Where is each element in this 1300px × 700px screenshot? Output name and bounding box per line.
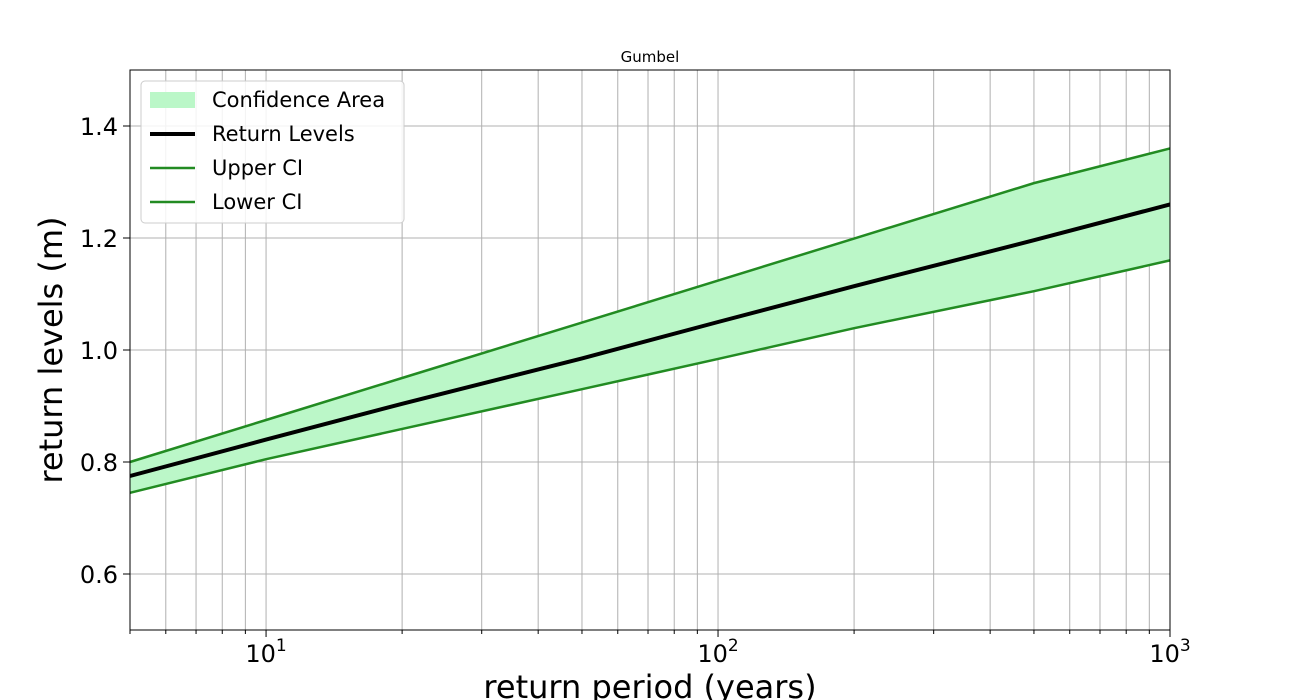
legend: Confidence Area Return Levels Upper CI Lowe… [140, 80, 405, 224]
legend-label: Upper CI [212, 156, 303, 180]
y-tick-label: 0.8 [80, 449, 118, 477]
series-lines [129, 147, 1171, 495]
y-tick-label: 1.2 [80, 225, 118, 253]
legend-label: Return Levels [212, 122, 355, 146]
legend-label: Confidence Area [212, 88, 385, 112]
x-axis-label: return period (years) [483, 668, 816, 700]
x-tick-label: 103 [1149, 636, 1190, 668]
series-line-upper-ci [129, 147, 1171, 464]
legend-box [140, 80, 405, 224]
y-tick-label: 0.6 [80, 561, 118, 589]
legend-label: Lower CI [212, 190, 302, 214]
x-tick-label: 102 [697, 636, 738, 668]
x-tick-label: 101 [245, 636, 286, 668]
legend-swatch-confidence-area [150, 92, 195, 108]
y-tick-label: 1.4 [80, 113, 118, 141]
ticks: 101 102 103 0.6 0.8 1.0 1.2 1.4 [80, 113, 1191, 668]
y-axis-label: return levels (m) [32, 216, 70, 483]
series-line-return-levels [129, 202, 1171, 478]
chart-title: Gumbel [621, 48, 680, 66]
y-tick-label: 1.0 [80, 337, 118, 365]
series-line-lower-ci [129, 259, 1171, 495]
